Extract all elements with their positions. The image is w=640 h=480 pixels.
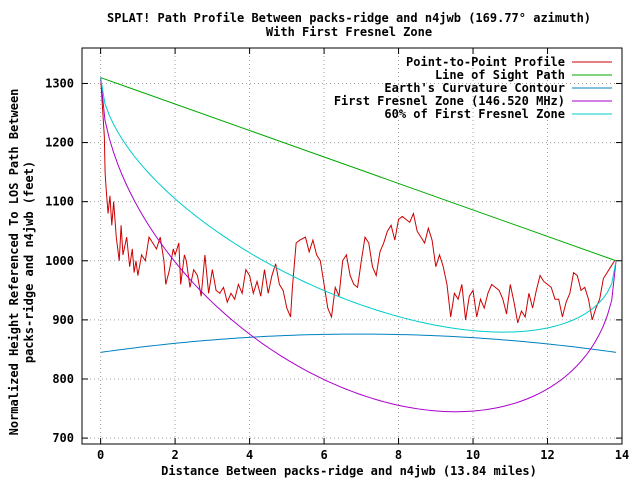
x-axis-label: Distance Between packs-ridge and n4jwb (… xyxy=(161,464,537,478)
los-line xyxy=(100,77,617,262)
legend-label-fresnel: First Fresnel Zone (146.520 MHz) xyxy=(334,94,565,108)
y-tick-label: 1300 xyxy=(45,76,74,90)
legend-label-profile: Point-to-Point Profile xyxy=(406,55,565,69)
x-tick-label: 14 xyxy=(615,448,629,462)
fresnel-60-line xyxy=(100,77,617,333)
chart-subtitle: With First Fresnel Zone xyxy=(266,25,432,39)
legend: Point-to-Point Profile Line of Sight Pat… xyxy=(334,55,612,121)
x-tick-label: 4 xyxy=(246,448,253,462)
x-tick-label: 0 xyxy=(97,448,104,462)
x-tick-label: 8 xyxy=(395,448,402,462)
legend-label-earth: Earth's Curvature Contour xyxy=(384,81,565,95)
y-tick-label: 1000 xyxy=(45,254,74,268)
y-axis-label-line1: Normalized Height Referenced To LOS Path… xyxy=(7,89,21,436)
x-tick-label: 6 xyxy=(320,448,327,462)
x-tick-label: 10 xyxy=(466,448,480,462)
fresnel-zone-line xyxy=(100,77,617,413)
chart-title: SPLAT! Path Profile Between packs-ridge … xyxy=(107,11,591,25)
earth-curvature-line xyxy=(100,333,617,353)
y-tick-label: 900 xyxy=(52,313,74,327)
series-group xyxy=(100,77,617,413)
x-tick-label: 2 xyxy=(171,448,178,462)
x-tick-label: 12 xyxy=(540,448,554,462)
y-tick-label: 800 xyxy=(52,372,74,386)
y-tick-label: 1200 xyxy=(45,136,74,150)
axis-ticks: 0 2 4 6 8 10 12 14 700 800 900 1000 1100 1200 1300 xyxy=(45,48,629,462)
legend-label-fresnel-60: 60% of First Fresnel Zone xyxy=(384,107,565,121)
plot-frame xyxy=(81,47,623,445)
y-tick-label: 700 xyxy=(52,431,74,445)
y-tick-label: 1100 xyxy=(45,195,74,209)
legend-label-los: Line of Sight Path xyxy=(435,68,565,82)
y-axis-label-line2: packs-ridge and n4jwb (feet) xyxy=(22,161,36,363)
